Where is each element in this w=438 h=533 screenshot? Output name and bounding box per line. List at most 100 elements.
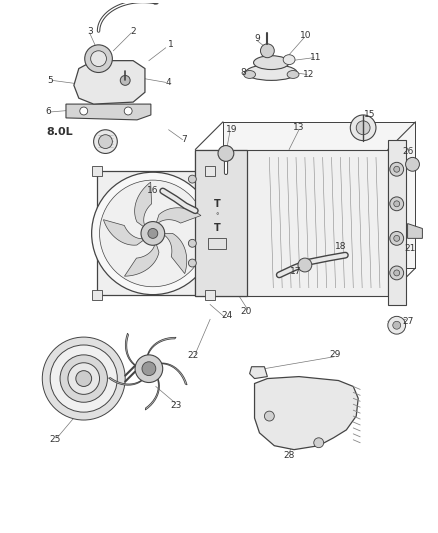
Circle shape — [356, 121, 370, 135]
Text: 22: 22 — [188, 351, 199, 360]
Polygon shape — [134, 182, 152, 229]
Polygon shape — [254, 377, 358, 450]
Circle shape — [141, 222, 165, 245]
Circle shape — [42, 337, 125, 420]
Circle shape — [92, 172, 214, 295]
Circle shape — [91, 51, 106, 67]
Circle shape — [394, 236, 400, 241]
Text: 5: 5 — [47, 76, 53, 85]
Polygon shape — [223, 122, 416, 268]
Circle shape — [99, 135, 113, 149]
Circle shape — [135, 355, 163, 383]
Ellipse shape — [254, 56, 289, 69]
Circle shape — [188, 239, 196, 247]
Circle shape — [120, 76, 130, 85]
Circle shape — [394, 166, 400, 172]
Ellipse shape — [244, 70, 255, 78]
Text: 2: 2 — [130, 27, 136, 36]
Circle shape — [99, 180, 206, 287]
Ellipse shape — [246, 64, 297, 80]
Bar — [205, 290, 215, 300]
Polygon shape — [103, 220, 146, 245]
Ellipse shape — [287, 70, 299, 78]
Text: 29: 29 — [330, 350, 341, 359]
Circle shape — [390, 231, 404, 245]
Polygon shape — [388, 140, 406, 305]
Polygon shape — [124, 241, 159, 276]
Text: 21: 21 — [404, 244, 415, 253]
Circle shape — [261, 44, 274, 58]
Circle shape — [394, 270, 400, 276]
Text: °: ° — [215, 214, 219, 220]
Bar — [205, 166, 215, 176]
Bar — [92, 290, 102, 300]
Polygon shape — [74, 61, 145, 104]
Polygon shape — [195, 149, 247, 296]
Circle shape — [148, 229, 158, 238]
Circle shape — [390, 163, 404, 176]
Text: 27: 27 — [402, 317, 413, 326]
Text: 6: 6 — [45, 108, 51, 117]
Polygon shape — [96, 171, 210, 295]
Circle shape — [142, 362, 156, 376]
Text: 20: 20 — [240, 307, 251, 316]
Text: 9: 9 — [254, 35, 260, 43]
Text: T: T — [214, 199, 220, 209]
Text: 16: 16 — [147, 187, 159, 196]
Text: 25: 25 — [49, 435, 61, 445]
Circle shape — [388, 317, 406, 334]
Text: 13: 13 — [293, 123, 305, 132]
Circle shape — [350, 115, 376, 141]
Polygon shape — [155, 208, 201, 226]
Circle shape — [80, 107, 88, 115]
Text: 10: 10 — [300, 31, 311, 41]
Text: 1: 1 — [168, 41, 173, 50]
Circle shape — [314, 438, 324, 448]
Polygon shape — [161, 233, 187, 273]
Circle shape — [218, 146, 234, 161]
Circle shape — [50, 345, 117, 412]
Text: T: T — [214, 223, 220, 233]
Polygon shape — [408, 223, 422, 238]
Text: 12: 12 — [303, 70, 314, 79]
Text: 8.0L: 8.0L — [47, 127, 73, 137]
Bar — [92, 166, 102, 176]
Polygon shape — [66, 104, 151, 120]
Polygon shape — [195, 149, 388, 296]
Text: 28: 28 — [283, 451, 295, 460]
Polygon shape — [154, 363, 187, 385]
Circle shape — [188, 175, 196, 183]
Circle shape — [188, 259, 196, 267]
Polygon shape — [125, 333, 143, 368]
Text: 15: 15 — [364, 110, 376, 119]
Circle shape — [68, 363, 99, 394]
Text: 8: 8 — [241, 68, 247, 77]
Circle shape — [76, 370, 92, 386]
Text: 26: 26 — [402, 147, 413, 156]
Text: 23: 23 — [170, 401, 181, 410]
Polygon shape — [145, 373, 159, 410]
Polygon shape — [147, 337, 176, 363]
Text: 17: 17 — [290, 268, 302, 277]
Circle shape — [390, 266, 404, 280]
Circle shape — [265, 411, 274, 421]
Circle shape — [94, 130, 117, 154]
Text: 7: 7 — [182, 135, 187, 144]
Circle shape — [390, 197, 404, 211]
Text: 11: 11 — [310, 53, 321, 62]
Circle shape — [85, 45, 113, 72]
Circle shape — [406, 157, 420, 171]
Polygon shape — [109, 374, 147, 385]
Polygon shape — [250, 367, 267, 378]
Ellipse shape — [283, 55, 295, 64]
Bar — [208, 238, 226, 249]
Text: 3: 3 — [87, 27, 92, 36]
Circle shape — [124, 107, 132, 115]
Text: 19: 19 — [226, 125, 237, 134]
Text: 18: 18 — [335, 242, 346, 251]
Text: 24: 24 — [221, 311, 233, 320]
Text: 4: 4 — [166, 78, 171, 87]
Circle shape — [60, 355, 107, 402]
Circle shape — [393, 321, 401, 329]
Circle shape — [298, 258, 312, 272]
